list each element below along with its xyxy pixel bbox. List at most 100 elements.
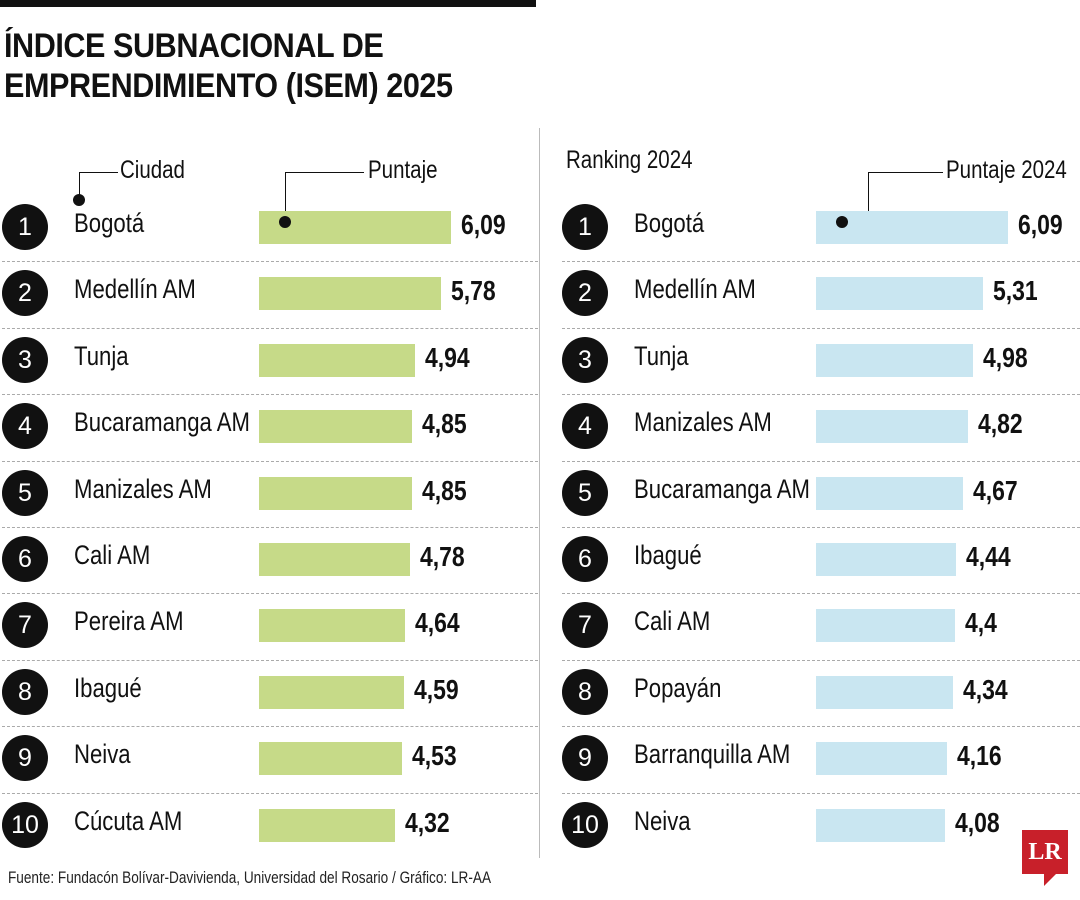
- rank-badge: 9: [2, 735, 48, 782]
- row-divider: [2, 327, 538, 329]
- value-label: 4,44: [965, 541, 1011, 572]
- rank-badge: 2: [2, 270, 48, 317]
- value-label: 4,85: [421, 408, 467, 440]
- rank-badge: 1: [2, 204, 48, 250]
- rank-badge: 4: [562, 403, 608, 450]
- row-divider: [2, 261, 538, 263]
- rank-badge: 3: [562, 336, 608, 383]
- value-label: 4,67: [973, 474, 1018, 506]
- row-divider: [2, 460, 538, 462]
- bar-row: 8 Popayán 4,34: [562, 659, 1080, 725]
- top-rule: [0, 0, 536, 7]
- bar-row: 3 Tunja 4,98: [562, 327, 1080, 393]
- city-label: Bucaramanga AM: [634, 473, 810, 504]
- bar: [816, 742, 948, 776]
- row-divider: [2, 394, 538, 396]
- value-label: 4,78: [419, 541, 465, 572]
- row-divider: [562, 792, 1080, 794]
- bar-row: 4 Manizales AM 4,82: [562, 393, 1080, 459]
- bar: [816, 609, 955, 643]
- bar: [816, 675, 953, 709]
- city-label: Manizales AM: [634, 407, 772, 438]
- city-label: Bucaramanga AM: [74, 407, 250, 438]
- value-label: 5,31: [993, 275, 1038, 307]
- score-2024-leader-line: [868, 172, 943, 221]
- score-2024-header: Puntaje 2024: [946, 156, 1067, 184]
- city-label: Pereira AM: [74, 606, 184, 637]
- bar: [816, 410, 968, 444]
- rank-badge: 6: [2, 536, 48, 582]
- city-label: Ibagué: [74, 672, 142, 703]
- bar-row: 5 Manizales AM 4,85: [2, 460, 522, 526]
- city-label: Ibagué: [634, 540, 702, 570]
- bar-row: 6 Ibagué 4,44: [562, 526, 1080, 592]
- ranking-2024-header: Ranking 2024: [566, 146, 693, 174]
- bar-row: 10 Cúcuta AM 4,32: [2, 792, 522, 858]
- value-label: 4,82: [977, 408, 1023, 440]
- value-label: 6,09: [460, 209, 506, 240]
- bar: [816, 476, 964, 510]
- city-label: Bogotá: [74, 208, 145, 238]
- bar: [259, 277, 442, 311]
- row-divider: [562, 261, 1080, 263]
- city-label: Manizales AM: [74, 473, 212, 504]
- row-divider: [562, 394, 1080, 396]
- bar-row: 8 Ibagué 4,59: [2, 659, 522, 725]
- value-label: 4,32: [405, 806, 450, 838]
- city-leader-line: [79, 172, 118, 195]
- city-label: Tunja: [74, 340, 129, 371]
- leader-dot: [73, 194, 85, 206]
- rank-badge: 9: [562, 735, 608, 782]
- rank-badge: 7: [562, 602, 608, 649]
- row-divider: [2, 792, 538, 794]
- rank-badge: 8: [2, 668, 48, 715]
- value-label: 5,78: [451, 275, 496, 307]
- rank-badge: 10: [2, 801, 48, 848]
- rank-badge: 5: [562, 469, 608, 516]
- city-label: Tunja: [634, 340, 689, 371]
- city-label: Medellín AM: [634, 274, 756, 305]
- bar-row: 9 Barranquilla AM 4,16: [562, 725, 1080, 791]
- bar-row: 2 Medellín AM 5,78: [2, 260, 522, 326]
- row-divider: [562, 659, 1080, 661]
- value-label: 6,09: [1017, 209, 1063, 240]
- rank-badge: 2: [562, 270, 608, 317]
- bar: [259, 543, 410, 576]
- row-divider: [2, 659, 538, 661]
- value-label: 4,94: [424, 341, 470, 373]
- rank-badge: 4: [2, 403, 48, 450]
- row-divider: [562, 593, 1080, 595]
- bar: [259, 808, 396, 842]
- rank-badge: 6: [562, 536, 608, 582]
- city-label: Bogotá: [634, 208, 705, 238]
- bar-row: 6 Cali AM 4,78: [2, 526, 522, 592]
- bar: [259, 742, 402, 776]
- bar-row: 7 Pereira AM 4,64: [2, 592, 522, 658]
- chart-title: ÍNDICE SUBNACIONAL DE EMPRENDIMIENTO (ISE…: [4, 27, 453, 105]
- panel-divider: [539, 128, 540, 858]
- value-label: 4,16: [957, 740, 1002, 772]
- bar: [259, 410, 412, 444]
- bar: [816, 211, 1008, 244]
- city-label: Neiva: [634, 805, 691, 836]
- city-label: Cúcuta AM: [74, 805, 183, 836]
- row-divider: [562, 527, 1080, 528]
- bar: [259, 211, 451, 244]
- rank-badge: 3: [2, 336, 48, 383]
- leader-dot: [836, 216, 848, 228]
- city-label: Popayán: [634, 672, 722, 703]
- rank-badge: 7: [2, 602, 48, 649]
- value-label: 4,98: [982, 341, 1028, 373]
- bar: [816, 543, 956, 576]
- city-label: Cali AM: [74, 540, 151, 570]
- row-divider: [562, 327, 1080, 329]
- bar: [259, 609, 406, 643]
- value-label: 4,4: [964, 607, 997, 639]
- row-divider: [562, 460, 1080, 462]
- bar: [259, 343, 415, 377]
- rank-badge: 8: [562, 668, 608, 715]
- rank-badge: 5: [2, 469, 48, 516]
- bar-row: 2 Medellín AM 5,31: [562, 260, 1080, 326]
- row-divider: [2, 726, 538, 728]
- row-divider: [2, 527, 538, 528]
